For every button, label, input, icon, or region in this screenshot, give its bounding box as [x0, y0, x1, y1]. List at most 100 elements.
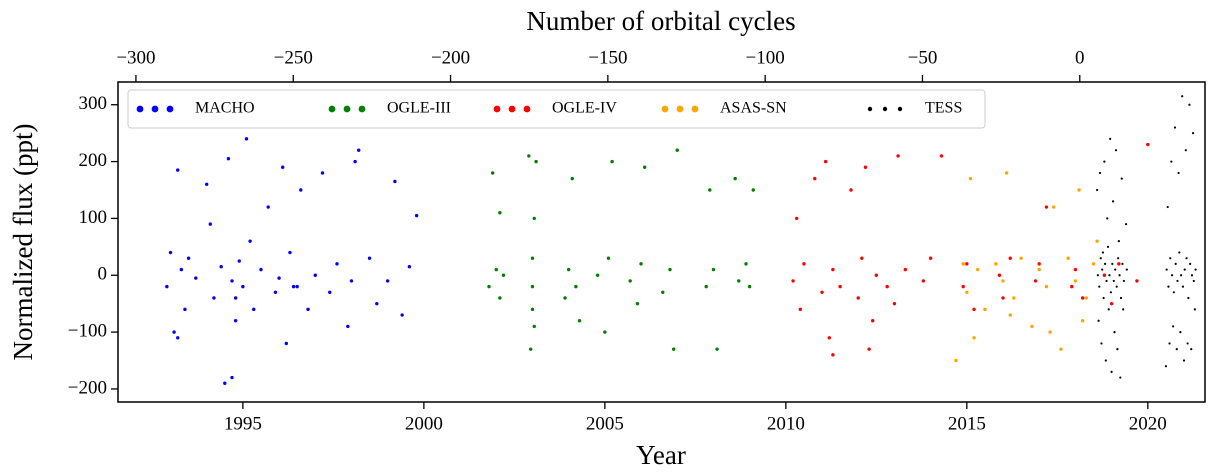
x2-axis-label: Number of orbital cycles	[526, 6, 795, 36]
data-point	[737, 279, 741, 283]
data-point	[1107, 308, 1110, 311]
legend-marker	[328, 105, 336, 113]
data-point	[241, 284, 245, 289]
data-point	[530, 284, 535, 289]
data-point	[277, 276, 281, 280]
data-point	[1037, 267, 1041, 272]
data-point	[1190, 274, 1194, 277]
data-point	[1101, 268, 1104, 271]
data-point	[501, 273, 506, 277]
data-point	[1181, 285, 1185, 288]
x2-tick-label: −250	[274, 47, 313, 68]
data-point	[1170, 274, 1174, 277]
y-tick-label: −100	[68, 320, 107, 341]
data-point	[1124, 222, 1128, 226]
x2-tick-label: −50	[908, 47, 938, 68]
data-point	[1146, 142, 1150, 147]
data-point	[1095, 239, 1099, 243]
legend-marker	[691, 105, 699, 113]
data-point	[1097, 319, 1100, 322]
x-tick-label: 1995	[224, 413, 262, 434]
data-point	[328, 290, 332, 295]
legend-marker	[661, 105, 669, 113]
data-point	[1182, 359, 1186, 362]
data-point	[291, 284, 296, 289]
data-point	[827, 336, 831, 340]
legend-marker	[867, 106, 873, 112]
data-point	[349, 279, 354, 283]
data-point	[813, 176, 817, 181]
data-point	[1190, 348, 1193, 351]
data-point	[1172, 325, 1175, 328]
data-point	[791, 279, 795, 283]
data-point	[230, 279, 234, 283]
data-point	[1114, 149, 1118, 152]
x-tick-label: 2020	[1129, 413, 1167, 434]
data-point	[577, 319, 582, 323]
data-point	[494, 267, 498, 272]
data-point	[566, 267, 571, 272]
data-point	[715, 347, 719, 351]
data-point	[885, 284, 889, 289]
data-point	[1191, 132, 1195, 135]
data-point	[1180, 274, 1183, 277]
x2-tick-label: −150	[588, 47, 627, 68]
data-point	[1091, 262, 1096, 266]
data-point	[733, 176, 737, 181]
data-point	[928, 256, 933, 260]
data-point	[574, 284, 578, 289]
data-point	[1183, 268, 1186, 271]
data-point	[204, 182, 209, 187]
data-point	[168, 250, 173, 255]
data-point	[186, 256, 191, 260]
data-point	[179, 267, 184, 272]
data-point	[1118, 274, 1121, 277]
data-point	[961, 284, 965, 289]
data-point	[357, 148, 361, 152]
data-point	[823, 159, 828, 164]
data-point	[1173, 126, 1177, 129]
data-point	[1117, 240, 1120, 243]
data-point	[1008, 313, 1012, 317]
x-axis-label: Year	[636, 440, 686, 470]
data-point	[313, 273, 317, 277]
data-point	[353, 159, 357, 164]
data-point	[1102, 273, 1107, 277]
data-point	[335, 262, 339, 266]
y-tick-label: 200	[79, 150, 108, 171]
y-axis-label: Normalized flux (ppt)	[8, 124, 38, 361]
data-point	[320, 171, 325, 175]
data-point	[628, 279, 632, 283]
data-point	[1122, 308, 1125, 311]
data-point	[671, 347, 676, 351]
data-point	[831, 353, 835, 357]
data-point	[606, 256, 611, 260]
data-point	[284, 341, 289, 346]
data-point	[176, 168, 180, 172]
data-point	[1084, 296, 1088, 300]
data-point	[798, 307, 803, 312]
data-point	[1004, 171, 1009, 175]
data-point	[306, 307, 310, 312]
data-point	[1108, 274, 1111, 277]
data-point	[1175, 348, 1178, 351]
data-point	[1167, 285, 1170, 288]
data-point	[1119, 296, 1123, 300]
data-point	[230, 375, 234, 380]
legend-marker	[166, 105, 174, 113]
data-point	[393, 179, 397, 184]
data-point	[675, 148, 679, 152]
data-point	[1109, 291, 1112, 294]
data-point	[400, 313, 404, 317]
data-point	[1176, 279, 1179, 283]
legend-label: TESS	[925, 100, 962, 117]
x-tick-label: 2010	[767, 413, 805, 434]
data-point	[1098, 171, 1102, 175]
data-point	[1059, 347, 1063, 351]
data-point	[1116, 348, 1119, 351]
data-point	[892, 301, 897, 306]
data-point	[1194, 268, 1197, 271]
data-point	[838, 284, 842, 289]
y-tick-label: −200	[68, 377, 107, 398]
legend-marker	[676, 105, 684, 113]
